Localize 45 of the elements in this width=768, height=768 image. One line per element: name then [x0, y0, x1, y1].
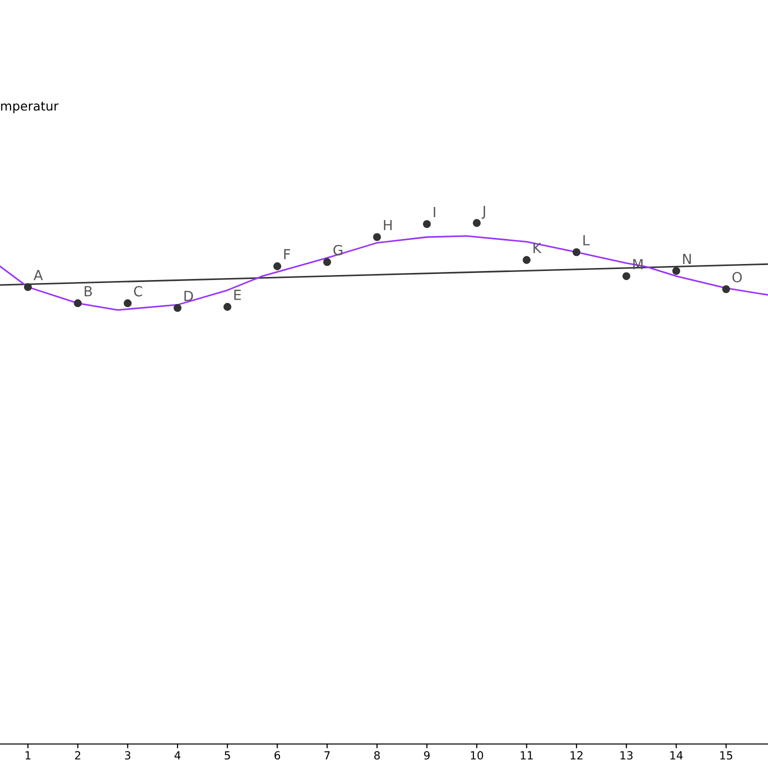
point	[672, 266, 680, 275]
annotation: L	[583, 235, 590, 246]
x-tick-label: 11	[520, 751, 533, 760]
point	[74, 299, 82, 308]
annotation: K	[534, 242, 542, 254]
point	[24, 283, 32, 292]
annotation: E	[234, 290, 241, 300]
x-tick-label: 13	[620, 751, 633, 760]
x-tick-label: 4	[174, 751, 180, 760]
annotation: F	[284, 249, 290, 260]
x-tick-label: 10	[470, 751, 484, 760]
annotation: C	[134, 286, 142, 296]
point	[273, 262, 282, 270]
text: mperatur	[1, 102, 59, 114]
x-tick-label: 12	[570, 751, 582, 760]
annotation: A	[34, 270, 43, 280]
point	[722, 285, 730, 294]
x-tick-label: 15	[720, 751, 732, 760]
point	[174, 304, 182, 312]
annotation: G	[333, 244, 342, 256]
point	[223, 302, 232, 311]
annotation: N	[683, 254, 691, 264]
annotation: H	[384, 220, 392, 230]
point	[323, 258, 332, 266]
point	[522, 256, 531, 264]
x-tick-label: 7	[324, 751, 330, 760]
x-tick-label: 9	[424, 751, 430, 760]
annotation: B	[84, 286, 92, 296]
x-tick-label: 2	[75, 751, 80, 760]
point	[622, 272, 630, 280]
x-tick-label: 14	[670, 751, 683, 760]
annotation: O	[732, 272, 742, 282]
x-tick-label: 6	[274, 751, 280, 760]
point	[422, 220, 431, 228]
annotation: D	[184, 290, 193, 301]
x-tick-label: 1	[26, 751, 30, 760]
point	[472, 219, 481, 227]
x-tick-label: 8	[374, 751, 380, 760]
annotation: J	[482, 206, 486, 219]
x-tick-label: 3	[124, 751, 130, 760]
x-tick-label: 5	[224, 751, 230, 760]
point	[572, 248, 580, 256]
point	[373, 233, 381, 242]
annotation: I	[434, 206, 436, 218]
point	[124, 299, 132, 308]
